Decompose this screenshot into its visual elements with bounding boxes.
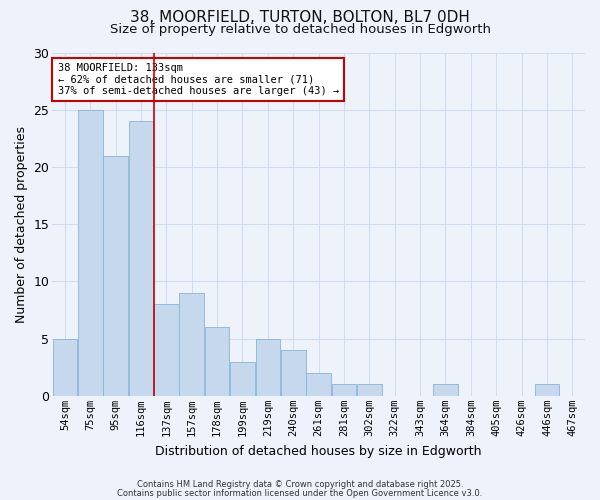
Text: 38, MOORFIELD, TURTON, BOLTON, BL7 0DH: 38, MOORFIELD, TURTON, BOLTON, BL7 0DH [130, 10, 470, 25]
Bar [230, 362, 255, 396]
Bar [154, 304, 179, 396]
Bar [256, 338, 280, 396]
Bar [281, 350, 305, 396]
Bar [103, 156, 128, 396]
Bar [357, 384, 382, 396]
Bar [53, 338, 77, 396]
Y-axis label: Number of detached properties: Number of detached properties [15, 126, 28, 322]
Text: Contains public sector information licensed under the Open Government Licence v3: Contains public sector information licen… [118, 488, 482, 498]
Text: Size of property relative to detached houses in Edgworth: Size of property relative to detached ho… [110, 22, 491, 36]
Text: Contains HM Land Registry data © Crown copyright and database right 2025.: Contains HM Land Registry data © Crown c… [137, 480, 463, 489]
Bar [433, 384, 458, 396]
X-axis label: Distribution of detached houses by size in Edgworth: Distribution of detached houses by size … [155, 444, 482, 458]
Bar [332, 384, 356, 396]
Bar [129, 121, 154, 396]
Bar [78, 110, 103, 396]
Text: 38 MOORFIELD: 133sqm
← 62% of detached houses are smaller (71)
37% of semi-detac: 38 MOORFIELD: 133sqm ← 62% of detached h… [58, 63, 339, 96]
Bar [179, 293, 204, 396]
Bar [306, 373, 331, 396]
Bar [205, 327, 229, 396]
Bar [535, 384, 559, 396]
